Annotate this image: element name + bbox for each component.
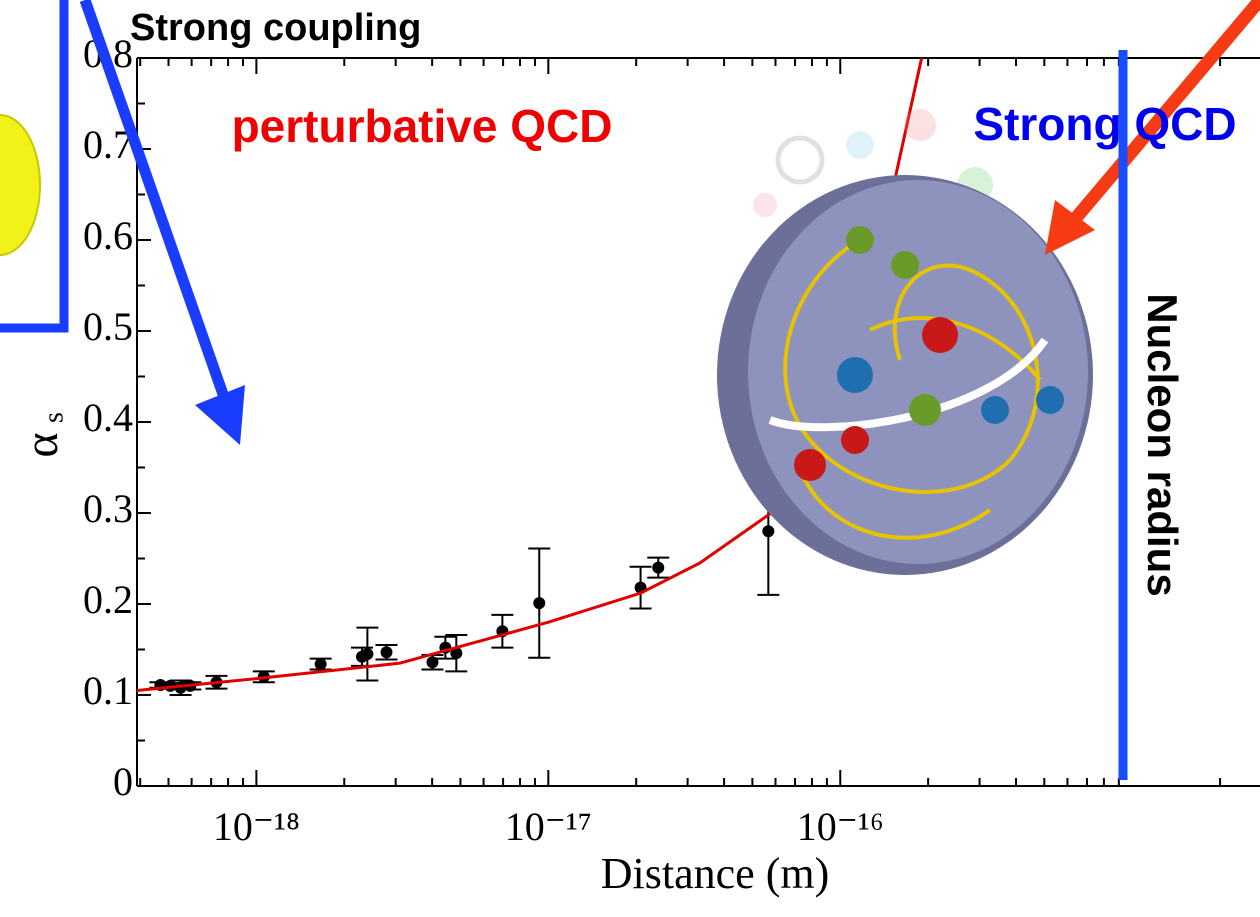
inset-blob [0,114,41,256]
y-tick-label: 0.1 [83,668,133,713]
annotation: perturbative QCD [232,100,613,152]
y-axis-subscript: s [38,412,69,423]
spin-arrow [768,337,1049,432]
x-tick-label: 10⁻¹⁷ [505,804,592,849]
annotation: Nucleon radius [1139,293,1186,596]
data-point [380,646,393,659]
y-tick-label: 0 [113,759,133,804]
arrow-head [195,385,245,445]
annotation: Strong QCD [973,98,1236,150]
y-tick-label: 0.2 [83,577,133,622]
y-tick-label: 0.6 [83,213,133,258]
data-point [762,525,775,538]
x-axis-label: Distance (m) [601,849,829,898]
y-tick-label: 0.3 [83,486,133,531]
arrow [79,0,231,402]
inset-frame [0,0,69,333]
x-tick-label: 10⁻¹⁶ [797,804,884,849]
data-point [533,597,546,610]
arrow-head [1045,200,1095,255]
data-point [450,647,463,660]
x-tick-label: 10⁻¹⁸ [213,804,300,849]
y-axis-label: α s [15,412,69,457]
y-tick-label: 0.5 [83,304,133,349]
data-point [361,648,374,661]
arrow [1065,0,1260,230]
y-axis-symbol: α [15,432,68,457]
data-point [314,658,327,671]
illustration [0,0,1260,575]
quarks [794,226,1064,481]
y-tick-label: 0.4 [83,395,133,440]
plot-area: 00.10.20.30.40.50.60.70.810⁻¹⁸10⁻¹⁷10⁻¹⁶… [83,31,1260,849]
data-point [652,561,665,574]
chart-title: Strong coupling [130,7,421,49]
